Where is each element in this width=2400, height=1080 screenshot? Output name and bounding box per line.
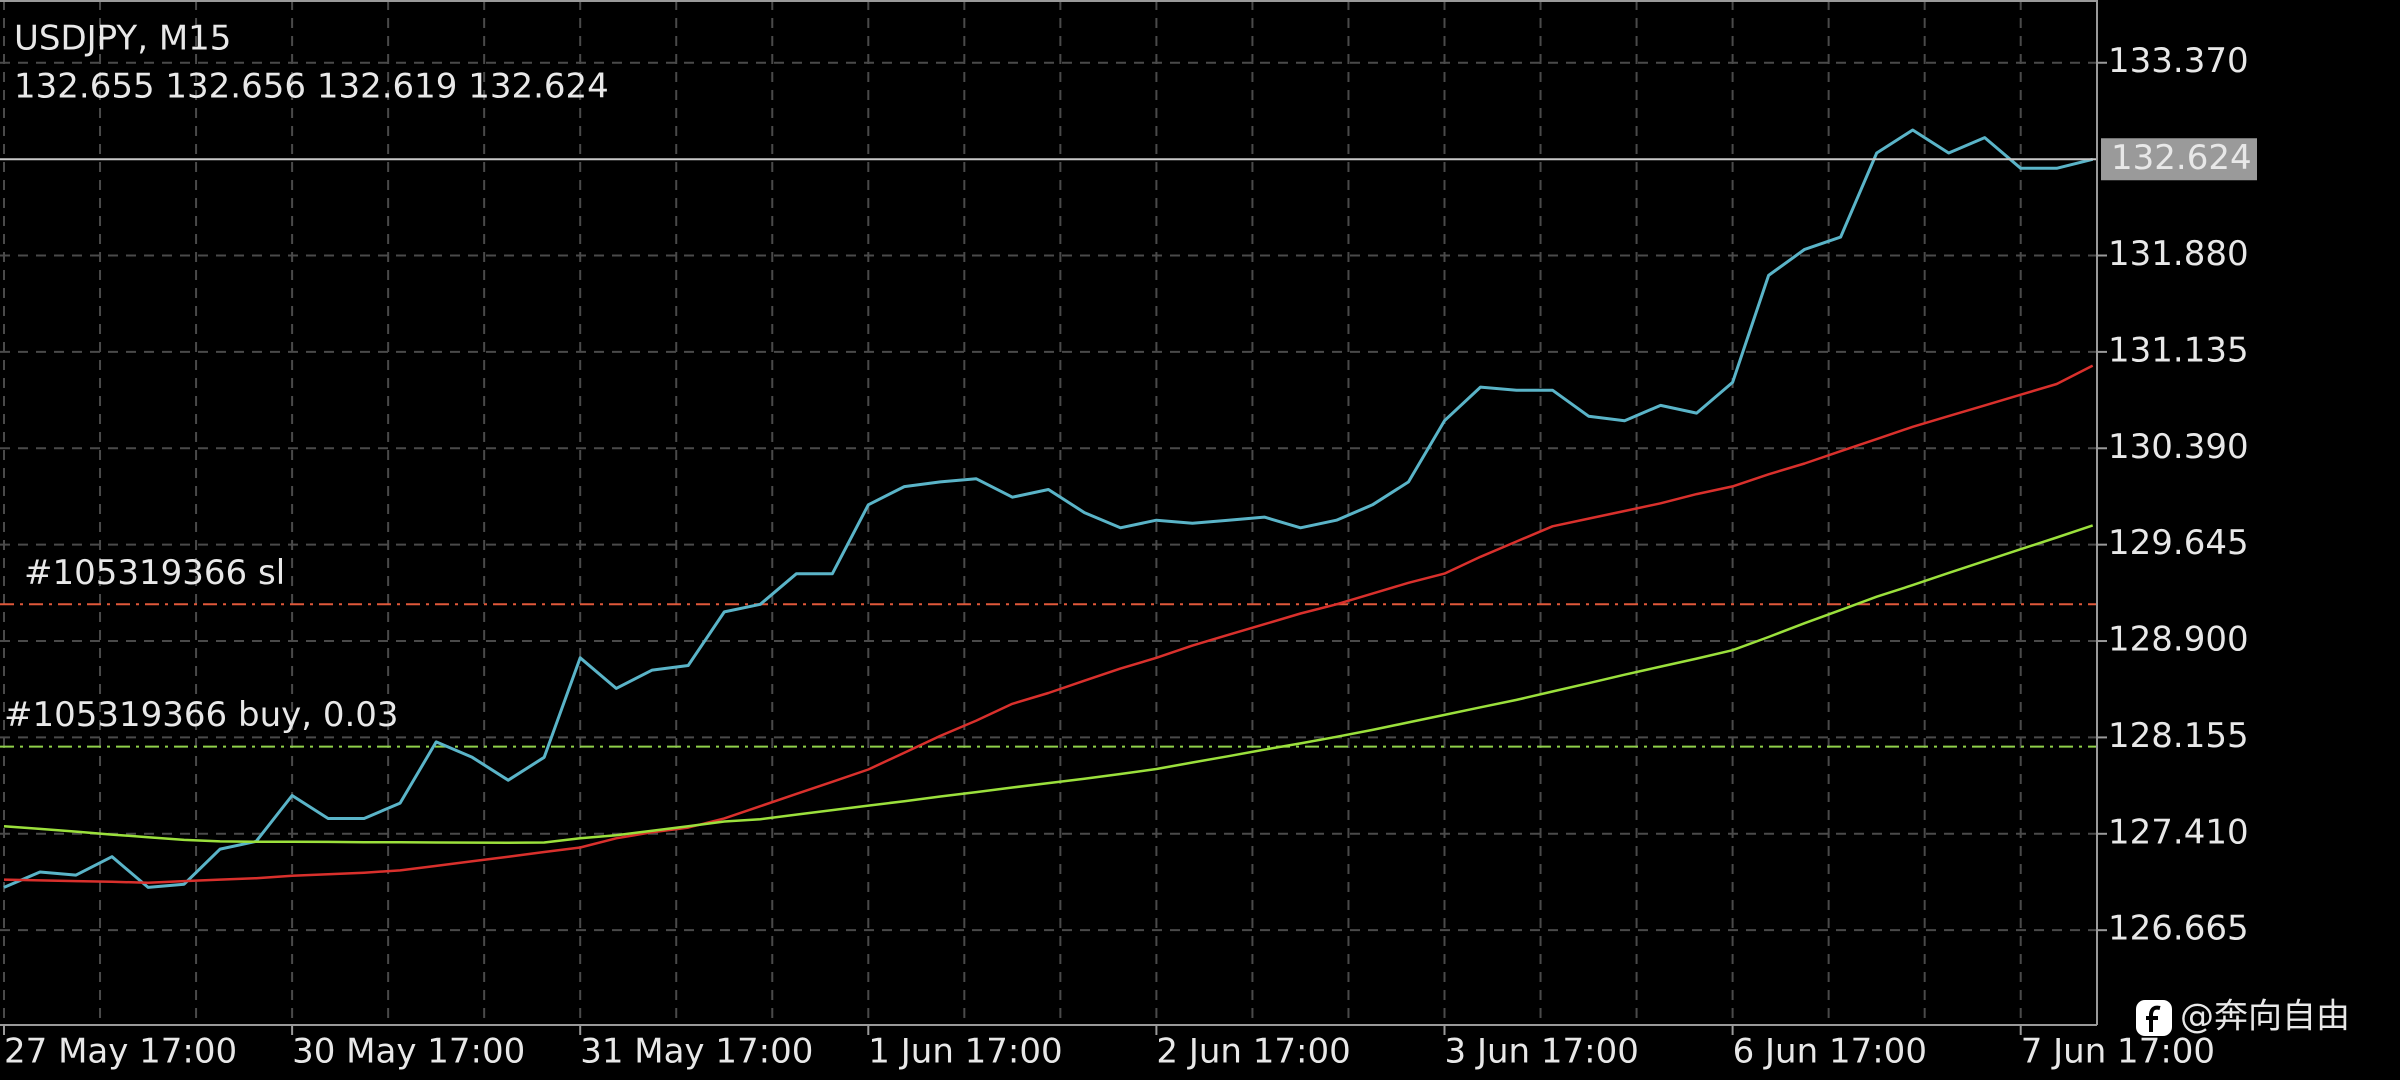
y-tick-label: 129.645 xyxy=(2108,523,2249,563)
y-tick-label: 131.880 xyxy=(2108,234,2249,274)
last-price-label: 132.624 xyxy=(2111,138,2252,178)
chart-title: USDJPY, M15 xyxy=(14,19,231,59)
y-tick-label: 126.665 xyxy=(2108,909,2249,949)
y-tick-label: 130.390 xyxy=(2108,427,2249,467)
x-tick-label: 27 May 17:00 xyxy=(4,1032,237,1072)
y-tick-label: 127.410 xyxy=(2108,812,2249,852)
x-tick-label: 3 Jun 17:00 xyxy=(1445,1032,1639,1072)
watermark-text: @奔向自由 xyxy=(2180,997,2350,1037)
order-label: #105319366 sl xyxy=(24,553,285,593)
plot xyxy=(0,128,2097,889)
x-tick-label: 7 Jun 17:00 xyxy=(2021,1032,2215,1072)
series-line xyxy=(3,524,2094,844)
x-tick-label: 30 May 17:00 xyxy=(292,1032,525,1072)
series-line xyxy=(3,364,2094,884)
x-tick-label: 1 Jun 17:00 xyxy=(868,1032,1062,1072)
x-tick-label: 31 May 17:00 xyxy=(580,1032,813,1072)
last-price-badge xyxy=(2101,138,2257,181)
ohlc-text: 132.655 132.656 132.619 132.624 xyxy=(14,67,609,107)
watermark-logo-glyph xyxy=(2146,1005,2161,1032)
grid xyxy=(0,0,2097,1035)
y-tick-label: 128.155 xyxy=(2108,716,2249,756)
watermark: @奔向自由 xyxy=(2136,997,2350,1037)
order-label: #105319366 buy, 0.03 xyxy=(4,695,399,735)
x-tick-label: 6 Jun 17:00 xyxy=(1733,1032,1927,1072)
y-tick-label: 128.900 xyxy=(2108,620,2249,660)
series-line xyxy=(3,128,2094,889)
x-tick-label: 2 Jun 17:00 xyxy=(1156,1032,1350,1072)
y-tick-label: 131.135 xyxy=(2108,330,2249,370)
y-tick-label: 133.370 xyxy=(2108,41,2249,81)
